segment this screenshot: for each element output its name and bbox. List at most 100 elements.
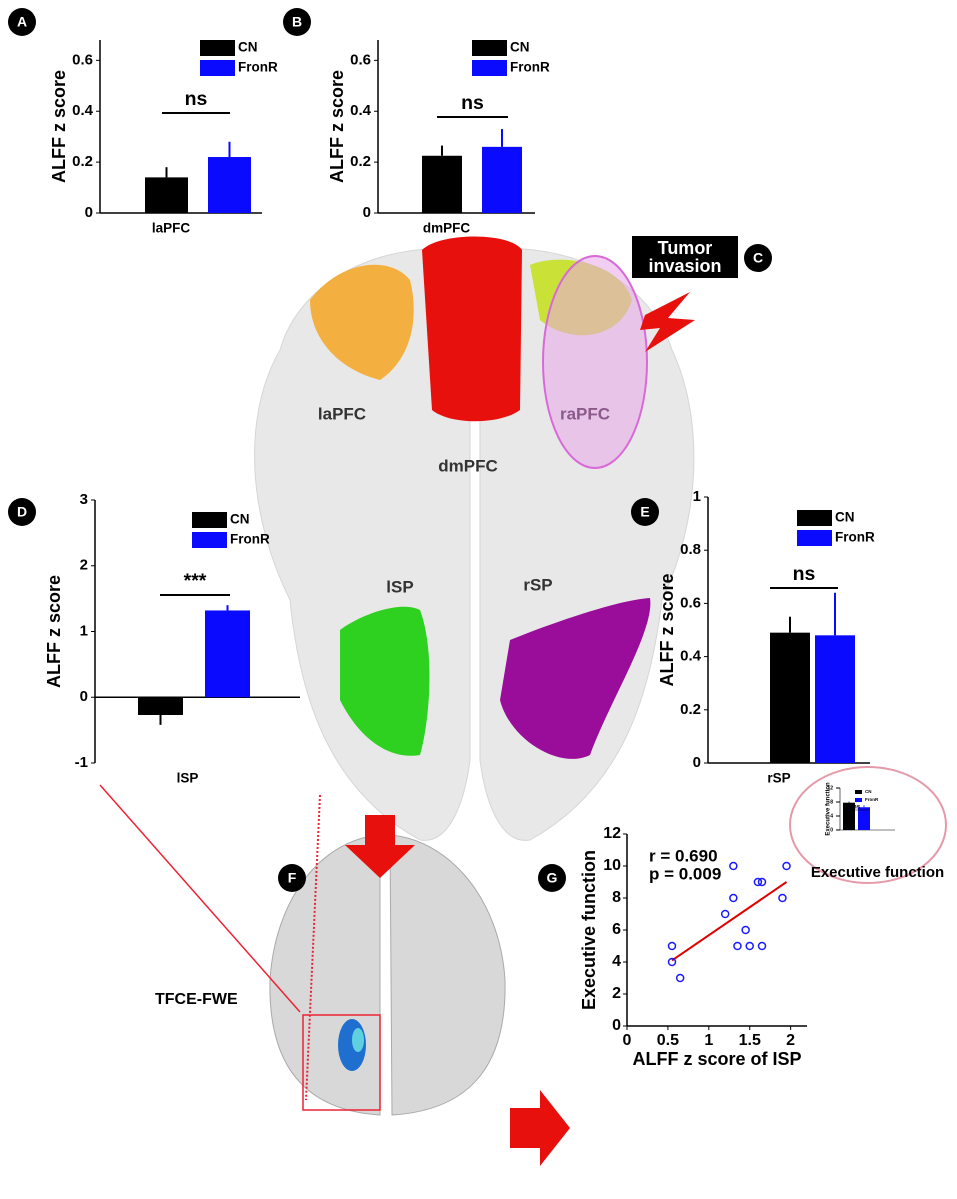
panel-letter: G bbox=[547, 870, 558, 886]
y-axis-label: ALFF z score bbox=[327, 70, 347, 183]
tumor-label: Tumor bbox=[658, 238, 713, 258]
y-tick-label: 0 bbox=[612, 1017, 621, 1034]
y-tick-label: 0 bbox=[80, 688, 88, 705]
panel-letter: A bbox=[17, 14, 27, 30]
region-label: lSP bbox=[386, 577, 413, 596]
y-tick-label: 0.4 bbox=[680, 648, 702, 665]
y-tick-label: 0.4 bbox=[350, 102, 372, 119]
legend-swatch bbox=[472, 60, 507, 76]
brain-top bbox=[254, 236, 738, 841]
region-label: rSP bbox=[523, 575, 552, 594]
point bbox=[757, 941, 767, 951]
x-tick-label: lSP bbox=[177, 771, 199, 786]
y-axis-label: Executive function bbox=[826, 782, 832, 836]
y-tick-label: 4 bbox=[612, 953, 621, 970]
panel-badge bbox=[278, 864, 306, 892]
panel-letter: F bbox=[288, 870, 297, 886]
bar bbox=[858, 807, 870, 830]
y-tick-label: 2 bbox=[80, 557, 88, 574]
x-tick-label: 1 bbox=[704, 1032, 713, 1049]
x-tick-label: 1.5 bbox=[739, 1032, 761, 1049]
panel-letter: E bbox=[640, 504, 649, 520]
legend-swatch bbox=[855, 790, 862, 794]
y-tick-label: 4 bbox=[830, 813, 833, 819]
y-axis-label: ALFF z score bbox=[657, 573, 677, 686]
method-label: TFCE-FWE bbox=[155, 991, 238, 1008]
panel-badge bbox=[283, 8, 311, 36]
bar bbox=[815, 635, 855, 763]
legend-swatch bbox=[200, 60, 235, 76]
significance-label: *** bbox=[184, 570, 207, 592]
y-tick-label: 0 bbox=[830, 827, 833, 833]
y-tick-label: 12 bbox=[827, 785, 833, 791]
y-tick-label: 0.6 bbox=[72, 51, 93, 68]
legend-label: CN bbox=[835, 510, 855, 525]
panel-badge bbox=[8, 498, 36, 526]
point bbox=[667, 957, 677, 967]
point bbox=[675, 973, 685, 983]
point bbox=[753, 877, 763, 887]
significance-label: ns bbox=[185, 88, 208, 110]
y-tick-label: 8 bbox=[830, 799, 833, 805]
y-tick-label: 1 bbox=[693, 488, 701, 505]
point bbox=[778, 893, 787, 903]
panel-badge bbox=[538, 864, 566, 892]
bar bbox=[482, 146, 522, 213]
panel-letter: B bbox=[292, 14, 302, 30]
x-tick-label: 0.5 bbox=[657, 1032, 679, 1049]
point bbox=[745, 941, 754, 951]
legend-label: FronR bbox=[865, 797, 879, 802]
region-label: raPFC bbox=[560, 404, 610, 423]
panel-badge bbox=[8, 8, 36, 36]
y-axis-label: Executive function bbox=[579, 850, 599, 1010]
legend-label: FronR bbox=[238, 60, 278, 75]
legend-label: FronR bbox=[230, 532, 270, 547]
tumor-label: invasion bbox=[648, 256, 721, 276]
legend-swatch bbox=[192, 532, 227, 548]
legend-swatch bbox=[855, 798, 862, 802]
y-axis-label: ALFF z score bbox=[44, 575, 64, 688]
bar bbox=[770, 632, 810, 763]
fit-line bbox=[671, 881, 788, 962]
y-tick-label: 0.2 bbox=[72, 153, 93, 170]
y-tick-label: -1 bbox=[75, 754, 88, 771]
y-tick-label: 0.8 bbox=[680, 541, 701, 558]
legend-label: CN bbox=[510, 40, 530, 55]
point bbox=[729, 893, 738, 903]
stat-label: r = 0.690 bbox=[649, 846, 718, 865]
bar bbox=[422, 155, 462, 213]
legend-label: CN bbox=[238, 40, 258, 55]
point bbox=[757, 877, 767, 887]
legend-swatch bbox=[200, 40, 235, 56]
y-tick-label: 0 bbox=[693, 754, 701, 771]
x-tick-label: 0 bbox=[623, 1032, 632, 1049]
y-tick-label: 0.6 bbox=[350, 51, 371, 68]
y-tick-label: 3 bbox=[80, 491, 88, 508]
panel-letter: D bbox=[17, 504, 27, 520]
brain-bottom bbox=[99, 766, 947, 1166]
legend-label: CN bbox=[865, 789, 872, 794]
significance-label: ns bbox=[793, 563, 816, 585]
significance-label: ns bbox=[853, 804, 861, 811]
legend-label: FronR bbox=[510, 60, 550, 75]
y-tick-label: 0 bbox=[85, 204, 93, 221]
x-axis-label: ALFF z score of ISP bbox=[632, 1049, 801, 1069]
y-tick-label: 2 bbox=[612, 985, 621, 1002]
legend-label: CN bbox=[230, 512, 250, 527]
y-tick-label: 10 bbox=[603, 857, 621, 874]
point bbox=[782, 861, 791, 871]
legend-label: FronR bbox=[835, 530, 875, 545]
y-tick-label: 0 bbox=[363, 204, 371, 221]
y-tick-label: 1 bbox=[80, 622, 88, 639]
y-tick-label: 6 bbox=[612, 921, 621, 938]
panel-letter: C bbox=[753, 250, 763, 266]
panel-badge bbox=[744, 244, 772, 272]
y-tick-label: 0.6 bbox=[680, 594, 701, 611]
bar bbox=[205, 610, 250, 698]
stat-label: p = 0.009 bbox=[649, 864, 721, 883]
point bbox=[720, 909, 730, 919]
legend-swatch bbox=[797, 510, 832, 526]
region-label: laPFC bbox=[318, 404, 366, 423]
y-tick-label: 0.4 bbox=[72, 102, 94, 119]
